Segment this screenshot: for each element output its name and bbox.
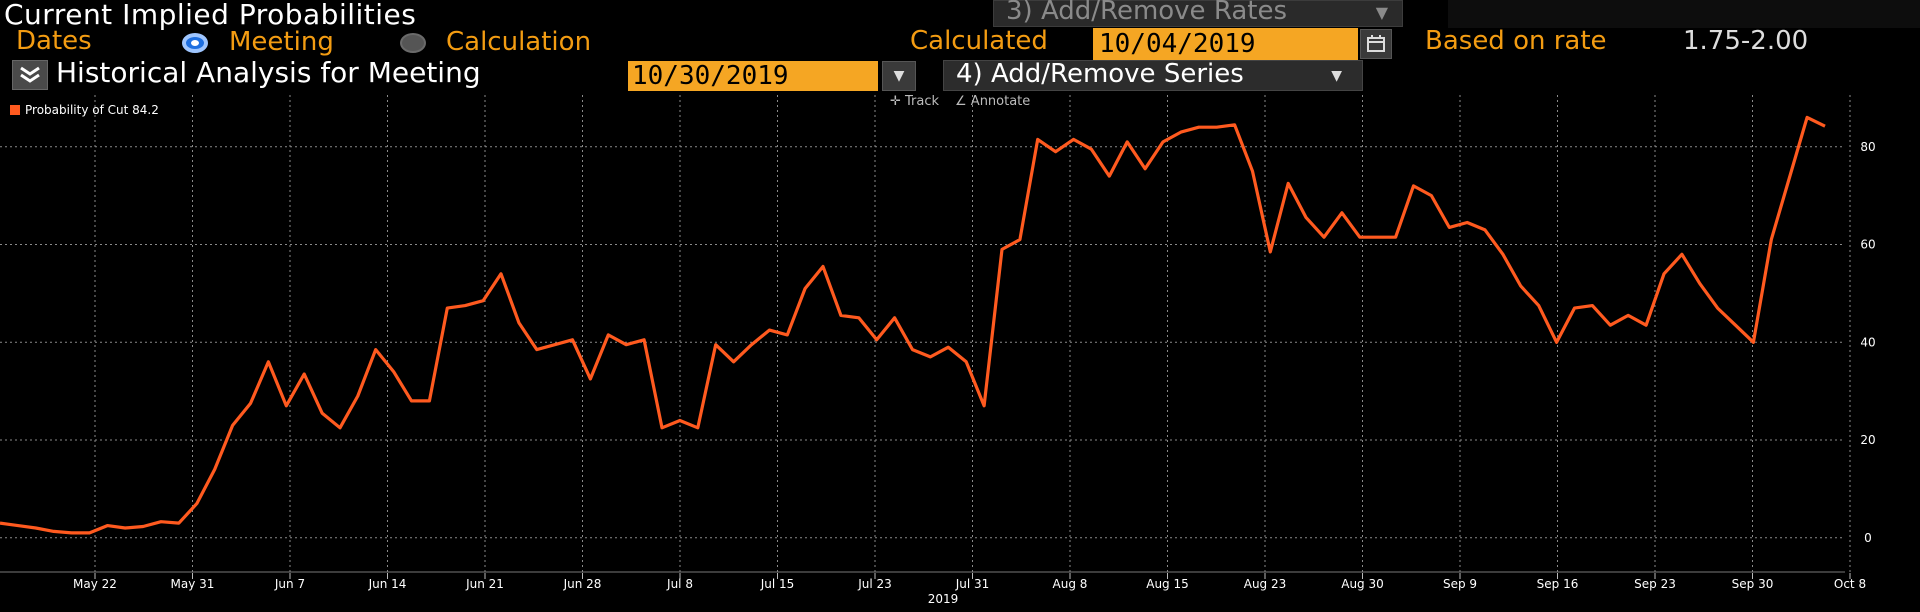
calendar-icon[interactable]: [1360, 29, 1392, 59]
x-tick-label: Jul 15: [760, 577, 795, 591]
add-remove-series-label: 4) Add/Remove Series: [956, 59, 1244, 89]
legend-label: Probability of Cut 84.2: [25, 103, 159, 117]
calculated-label: Calculated: [910, 26, 1048, 56]
legend-swatch: [10, 105, 20, 115]
track-label: Track: [905, 94, 940, 109]
annotate-label: Annotate: [970, 94, 1031, 109]
y-tick-label: 0: [1864, 531, 1872, 545]
x-tick-label: Aug 30: [1341, 577, 1384, 591]
x-tick-label: Jun 14: [368, 577, 407, 591]
calculation-radio[interactable]: [400, 33, 426, 53]
calculation-radio-label[interactable]: Calculation: [446, 27, 592, 57]
x-tick-label: Sep 23: [1634, 577, 1676, 591]
x-tick-label: Jul 31: [955, 577, 990, 591]
page-title: Current Implied Probabilities: [4, 0, 417, 31]
add-remove-rates-label: 3) Add/Remove Rates: [1006, 0, 1287, 26]
meeting-radio[interactable]: [182, 33, 208, 53]
x-tick-label: Sep 30: [1732, 577, 1774, 591]
header-strip: [1448, 0, 1920, 28]
crosshair-icon: ✛: [890, 94, 906, 109]
x-tick-label: Aug 8: [1053, 577, 1088, 591]
x-tick-label: May 22: [73, 577, 117, 591]
x-tick-label: Sep 9: [1443, 577, 1477, 591]
based-on-rate-label: Based on rate: [1425, 26, 1607, 56]
dates-label: Dates: [16, 26, 92, 56]
x-tick-label: Jun 21: [465, 577, 504, 591]
x-tick-label: Aug 15: [1146, 577, 1189, 591]
x-tick-label: May 31: [171, 577, 215, 591]
x-tick-label: Jun 28: [563, 577, 602, 591]
double-chevron-down-icon: [20, 66, 40, 83]
chart-area[interactable]: 0 20 40 60 80 May 22 May 31 Jun 7 Jun 14 Jun 21 J…: [0, 93, 1920, 608]
x-tick-label: Jul 8: [666, 577, 693, 591]
add-remove-series-button[interactable]: 4) Add/Remove Series ▼: [943, 59, 1363, 91]
y-tick-label: 60: [1860, 238, 1875, 252]
track-tool[interactable]: ✛ Track: [890, 94, 939, 109]
add-remove-rates-button[interactable]: 3) Add/Remove Rates ▼: [993, 0, 1403, 27]
pencil-icon: ∠: [955, 94, 971, 109]
year-label: 2019: [928, 592, 959, 606]
calculated-date-input[interactable]: 10/04/2019: [1093, 28, 1358, 60]
chart-legend: Probability of Cut 84.2: [10, 103, 159, 117]
x-tick-label: Sep 16: [1537, 577, 1579, 591]
y-tick-label: 80: [1860, 140, 1875, 154]
historical-analysis-label: Historical Analysis for Meeting: [56, 56, 481, 89]
probability-chart: 0 20 40 60 80 May 22 May 31 Jun 7 Jun 14 Jun 21 J…: [0, 95, 1876, 606]
chevron-down-icon: ▼: [1375, 3, 1388, 22]
y-tick-label: 40: [1860, 335, 1875, 349]
x-tick-label: Oct 8: [1834, 577, 1866, 591]
y-tick-label: 20: [1860, 433, 1875, 447]
meeting-date-dropdown-icon[interactable]: ▼: [882, 61, 916, 91]
probability-of-cut-line: [0, 115, 1826, 535]
x-tick-label: Jun 7: [274, 577, 305, 591]
meeting-date-input[interactable]: 10/30/2019: [628, 61, 878, 91]
x-tick-label: Jul 23: [857, 577, 892, 591]
x-tick-label: Aug 23: [1244, 577, 1287, 591]
calendar-glyph: [1367, 35, 1385, 52]
rate-value: 1.75-2.00: [1683, 26, 1809, 56]
collapse-icon[interactable]: [12, 60, 48, 90]
chevron-down-icon: ▼: [1331, 68, 1342, 84]
meeting-radio-label[interactable]: Meeting: [229, 27, 334, 57]
annotate-tool[interactable]: ∠ Annotate: [955, 94, 1030, 109]
